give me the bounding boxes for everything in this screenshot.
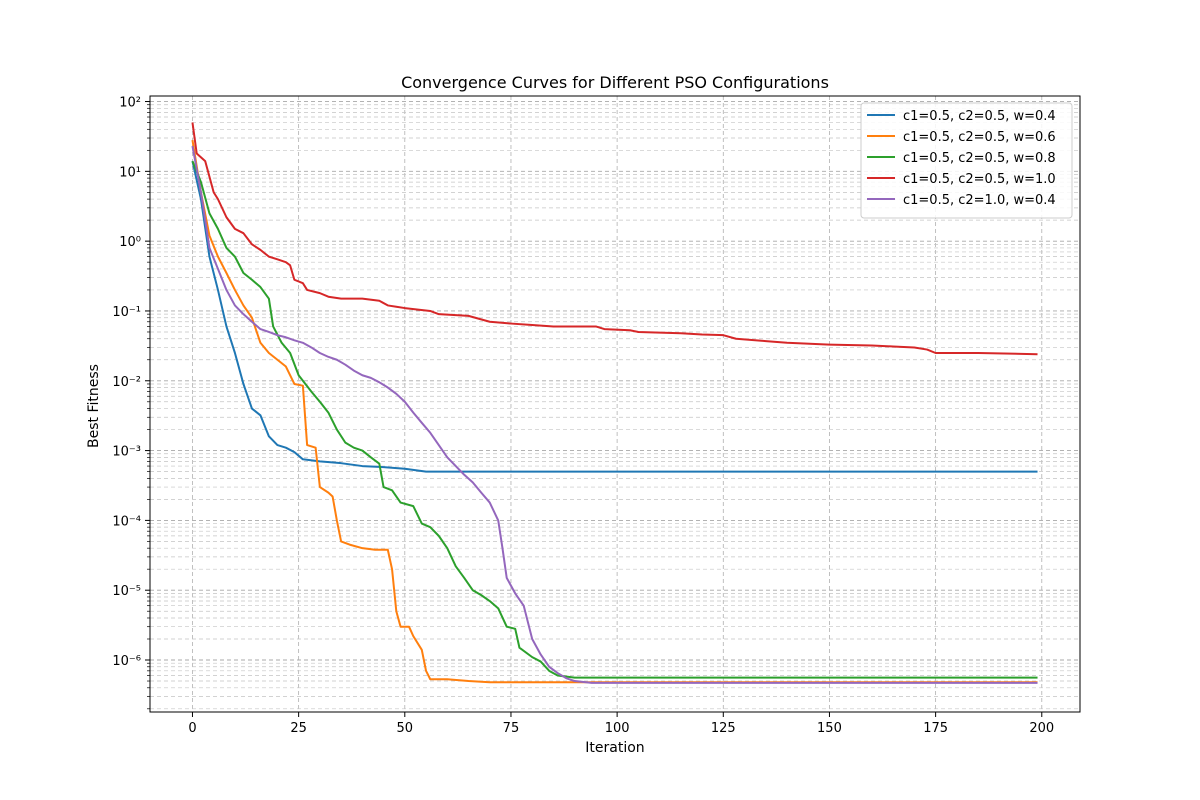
y-tick-label: 10⁻² [112,375,141,390]
x-tick-label: 175 [923,721,948,736]
x-axis-title: Iteration [585,740,644,756]
x-tick-label: 125 [711,721,736,736]
legend-box [860,102,1073,219]
y-tick-label: 10⁻⁴ [112,514,141,529]
y-tick-label: 10⁻⁶ [112,654,141,669]
y-tick-label: 10² [119,96,141,111]
x-tick-label: 0 [188,721,196,736]
chart-title: Convergence Curves for Different PSO Con… [401,73,829,92]
series-line-5 [191,145,1038,684]
x-tick-label: 100 [605,721,630,736]
x-tick-label: 75 [503,721,520,736]
legend-label: c1=0.5, c2=0.5, w=0.6 [903,130,1056,145]
y-tick-label: 10⁰ [119,235,141,250]
x-tick-label: 200 [1029,721,1054,736]
legend-label: c1=0.5, c2=0.5, w=0.8 [903,151,1056,166]
x-tick-label: 25 [290,721,307,736]
plot-frame [149,95,1081,713]
x-tick-label: 150 [817,721,842,736]
y-axis-title: Best Fitness [86,364,102,448]
series-line-2 [191,139,1038,684]
y-tick-label: 10⁻⁵ [112,584,141,599]
legend-label: c1=0.5, c2=1.0, w=0.4 [903,193,1056,208]
y-tick-label: 10⁻³ [112,445,141,460]
series-line-1 [191,160,1038,473]
series-line-3 [191,160,1038,679]
y-tick-label: 10¹ [119,165,141,180]
series-lines [191,122,1038,684]
axis-ticks: 0 25 50 75 100 125 150 175 200 10⁻⁶ 10⁻⁵ 10⁻⁴ 10⁻³ 10… [112,96,1054,736]
legend-label: c1=0.5, c2=0.5, w=0.4 [903,109,1056,124]
legend: c1=0.5, c2=0.5, w=0.4 c1=0.5, c2=0.5, w=0… [860,102,1073,219]
legend-label: c1=0.5, c2=0.5, w=1.0 [903,172,1056,187]
x-tick-label: 50 [397,721,414,736]
y-tick-label: 10⁻¹ [112,305,141,320]
series-line-4 [191,122,1038,356]
